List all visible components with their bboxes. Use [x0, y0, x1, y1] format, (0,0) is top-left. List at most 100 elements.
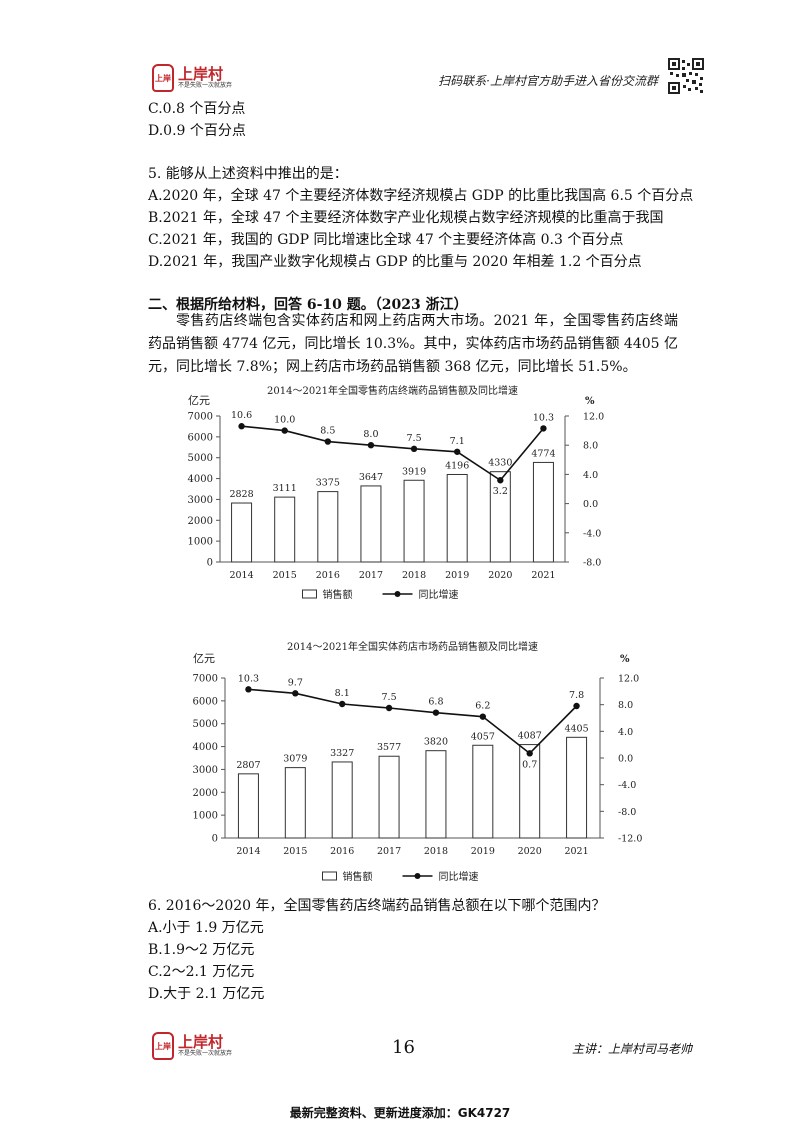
y-tick-label: 0 [207, 558, 213, 569]
growth-point-2014 [238, 423, 245, 430]
y2-tick-label: 8.0 [618, 700, 633, 711]
qr-code-icon [668, 58, 704, 94]
section2-paragraph: 零售药店终端包含实体药店和网上药店两大市场。2021 年，全国零售药店终端药品销… [148, 313, 678, 375]
growth-value-label: 10.0 [274, 415, 295, 426]
x-tick-label: 2019 [471, 846, 495, 857]
y-tick-label: 3000 [188, 495, 213, 506]
growth-value-label: 8.1 [335, 688, 350, 699]
chart-title: 2014～2021年全国实体药店市场药品销售额及同比增速 [287, 640, 538, 653]
x-tick-label: 2016 [330, 846, 354, 857]
q5-stem: 5. 能够从上述资料中推出的是： [148, 166, 348, 182]
x-tick-label: 2020 [518, 846, 542, 857]
bar-2016 [317, 491, 339, 563]
growth-value-label: 0.7 [522, 759, 537, 770]
bar-2015 [274, 496, 296, 563]
footer-logo: 上岸 上岸村 不是失败一次就放弃 [152, 1032, 232, 1060]
growth-point-2014 [245, 686, 252, 693]
bar-value-label: 4330 [488, 458, 512, 469]
growth-value-label: 8.5 [320, 426, 335, 437]
q6-option-a: A.小于 1.9 万亿元 [148, 920, 264, 936]
growth-value-label: 10.3 [533, 412, 554, 423]
y2-tick-label: 8.0 [583, 441, 598, 452]
logo-seal-icon: 上岸 [152, 64, 174, 92]
q6-option-d: D.大于 2.1 万亿元 [148, 986, 265, 1002]
y-tick-label: 7000 [193, 674, 218, 685]
q6-stem: 6. 2016～2020 年，全国零售药店终端药品销售总额在以下哪个范围内？ [148, 898, 606, 914]
y2-tick-label: 12.0 [618, 674, 639, 685]
q5-option-a: A.2020 年，全球 47 个主要经济体数字经济规模占 GDP 的比重比我国高… [148, 188, 694, 204]
bar-2015 [284, 767, 306, 839]
bar-2020 [519, 744, 541, 839]
bar-2017 [360, 485, 382, 563]
growth-point-2019 [479, 713, 487, 720]
bar-2021 [566, 736, 588, 839]
bar-2019 [446, 473, 468, 563]
growth-point-2018 [432, 709, 440, 716]
growth-value-label: 7.8 [569, 690, 584, 701]
bar-2021 [532, 461, 554, 563]
y2-tick-label: -12.0 [618, 834, 642, 845]
y-tick-label: 4000 [193, 742, 218, 753]
bar-value-label: 4057 [471, 731, 495, 742]
bar-value-label: 3919 [402, 466, 426, 477]
bar-value-label: 2807 [236, 760, 260, 771]
bar-value-label: 3111 [273, 483, 297, 494]
bar-2018 [403, 479, 425, 563]
legend-line-marker [414, 873, 421, 879]
y2-tick-label: 4.0 [583, 470, 598, 481]
logo-slogan: 不是失败一次就放弃 [178, 82, 233, 89]
growth-value-label: 3.2 [493, 486, 508, 497]
bar-value-label: 4774 [531, 448, 555, 459]
growth-rate-line [241, 425, 545, 482]
y2-axis-unit: % [620, 654, 630, 665]
growth-point-2021 [540, 425, 547, 432]
y-tick-label: 1000 [188, 537, 213, 548]
bar-value-label: 2828 [229, 489, 253, 500]
y-axis-unit: 亿元 [188, 394, 210, 407]
bar-value-label: 4087 [518, 731, 542, 742]
growth-point-2017 [385, 704, 393, 712]
q5-option-c: C.2021 年，我国的 GDP 同比增速比全球 47 个主要经济体高 0.3 … [148, 232, 624, 248]
y2-tick-label: -8.0 [618, 807, 636, 818]
x-tick-label: 2014 [236, 846, 260, 857]
growth-point-2018 [410, 445, 418, 453]
y-tick-label: 1000 [193, 811, 218, 822]
bar-value-label: 3647 [359, 472, 383, 483]
y-tick-label: 2000 [193, 788, 218, 799]
x-tick-label: 2021 [564, 846, 588, 857]
x-tick-label: 2016 [316, 570, 340, 581]
growth-point-2015 [292, 690, 299, 697]
growth-point-2019 [453, 448, 461, 455]
y2-tick-label: 0.0 [583, 499, 598, 510]
growth-value-label: 6.8 [428, 697, 443, 708]
legend-line-label: 同比增速 [419, 588, 459, 601]
y-tick-label: 0 [212, 834, 218, 845]
bar-value-label: 3079 [283, 754, 307, 765]
q6-option-c: C.2～2.1 万亿元 [148, 964, 255, 980]
bar-2020 [489, 471, 511, 563]
bar-2016 [331, 761, 353, 839]
legend-line-label: 同比增速 [439, 870, 479, 883]
header-logo: 上岸 上岸村 不是失败一次就放弃 [152, 64, 232, 92]
bar-value-label: 3820 [424, 737, 448, 748]
logo-name: 上岸村 [178, 65, 224, 83]
growth-point-2020 [526, 750, 533, 757]
y-tick-label: 4000 [188, 474, 213, 485]
x-tick-label: 2017 [359, 570, 383, 581]
y2-tick-label: -8.0 [583, 558, 601, 569]
y-tick-label: 5000 [193, 719, 218, 730]
bar-2019 [472, 744, 494, 839]
bar-value-label: 4196 [445, 460, 469, 471]
footer-logo-name: 上岸村 [178, 1033, 224, 1051]
section2-heading: 二、根据所给材料，回答 6-10 题。（2023 浙江） [148, 297, 468, 313]
growth-value-label: 7.5 [382, 692, 397, 703]
growth-value-label: 6.2 [475, 701, 490, 712]
q6-option-b: B.1.9～2 万亿元 [148, 942, 255, 958]
growth-value-label: 10.6 [231, 410, 252, 421]
y2-tick-label: 12.0 [583, 412, 604, 423]
q4-option-c: C.0.8 个百分点 [148, 101, 246, 117]
legend-bar-label: 销售额 [323, 588, 353, 601]
footer-logo-slogan: 不是失败一次就放弃 [178, 1050, 233, 1057]
